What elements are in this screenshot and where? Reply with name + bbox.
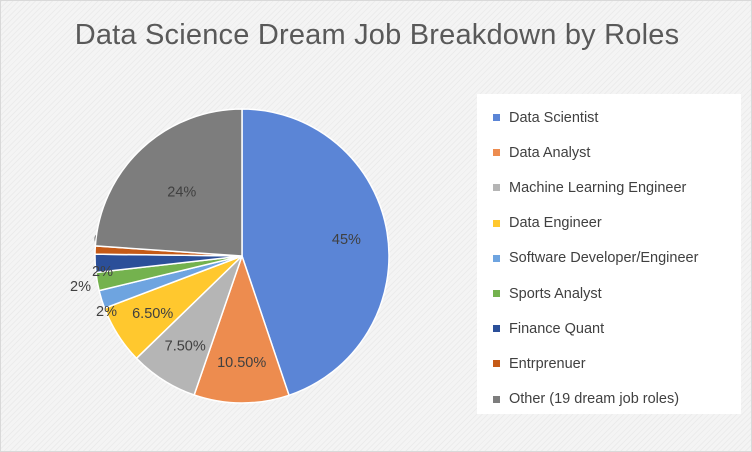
legend-label: Software Developer/Engineer: [509, 250, 699, 267]
legend-item[interactable]: Data Analyst: [493, 135, 741, 170]
data-label: 2%: [70, 279, 91, 295]
data-label: 2%: [96, 304, 117, 320]
data-label: 7.50%: [165, 338, 206, 354]
legend-label: Finance Quant: [509, 320, 605, 337]
data-label: 24%: [167, 185, 196, 201]
legend-label: Machine Learning Engineer: [509, 179, 687, 196]
data-label: 2%: [92, 264, 113, 280]
legend-label: Data Scientist: [509, 109, 599, 126]
legend-swatch: [493, 325, 500, 333]
legend-label: Data Engineer: [509, 215, 602, 232]
pie-slice-other-19-dream-job-roles[interactable]: [94, 108, 243, 257]
legend-label: Data Analyst: [509, 144, 591, 161]
pie-slice-data-scientist[interactable]: [241, 108, 390, 397]
chart-title: Data Science Dream Job Breakdown by Role…: [74, 19, 680, 51]
legend-swatch: [493, 360, 500, 368]
legend-swatch: [493, 290, 500, 298]
legend-item[interactable]: Entrprenuer: [493, 346, 741, 381]
data-label: 10.50%: [217, 355, 266, 371]
legend-swatch: [493, 114, 500, 122]
legend-item[interactable]: Finance Quant: [493, 311, 741, 346]
legend-swatch: [493, 395, 500, 403]
legend-label: Entrprenuer: [509, 355, 586, 372]
data-label: 45%: [332, 232, 361, 248]
legend-label: Other (19 dream job roles): [509, 391, 680, 408]
legend-swatch: [493, 149, 500, 157]
legend-label: Sports Analyst: [509, 285, 602, 302]
legend-swatch: [493, 219, 500, 227]
legend-item[interactable]: Sports Analyst: [493, 276, 741, 311]
pie-slice-data-analyst[interactable]: [193, 253, 290, 404]
legend-item[interactable]: Machine Learning Engineer: [493, 170, 741, 205]
chart-legend: Data Scientist Data Analyst Machine Learni…: [477, 94, 741, 414]
legend-item[interactable]: Software Developer/Engineer: [493, 241, 741, 276]
legend-swatch: [493, 184, 500, 192]
legend-item[interactable]: Data Engineer: [493, 206, 741, 241]
legend-item[interactable]: Data Scientist: [493, 100, 741, 135]
legend-swatch: [493, 254, 500, 262]
data-label: 6.50%: [132, 306, 173, 322]
legend-item[interactable]: Other (19 dream job roles): [493, 382, 741, 417]
